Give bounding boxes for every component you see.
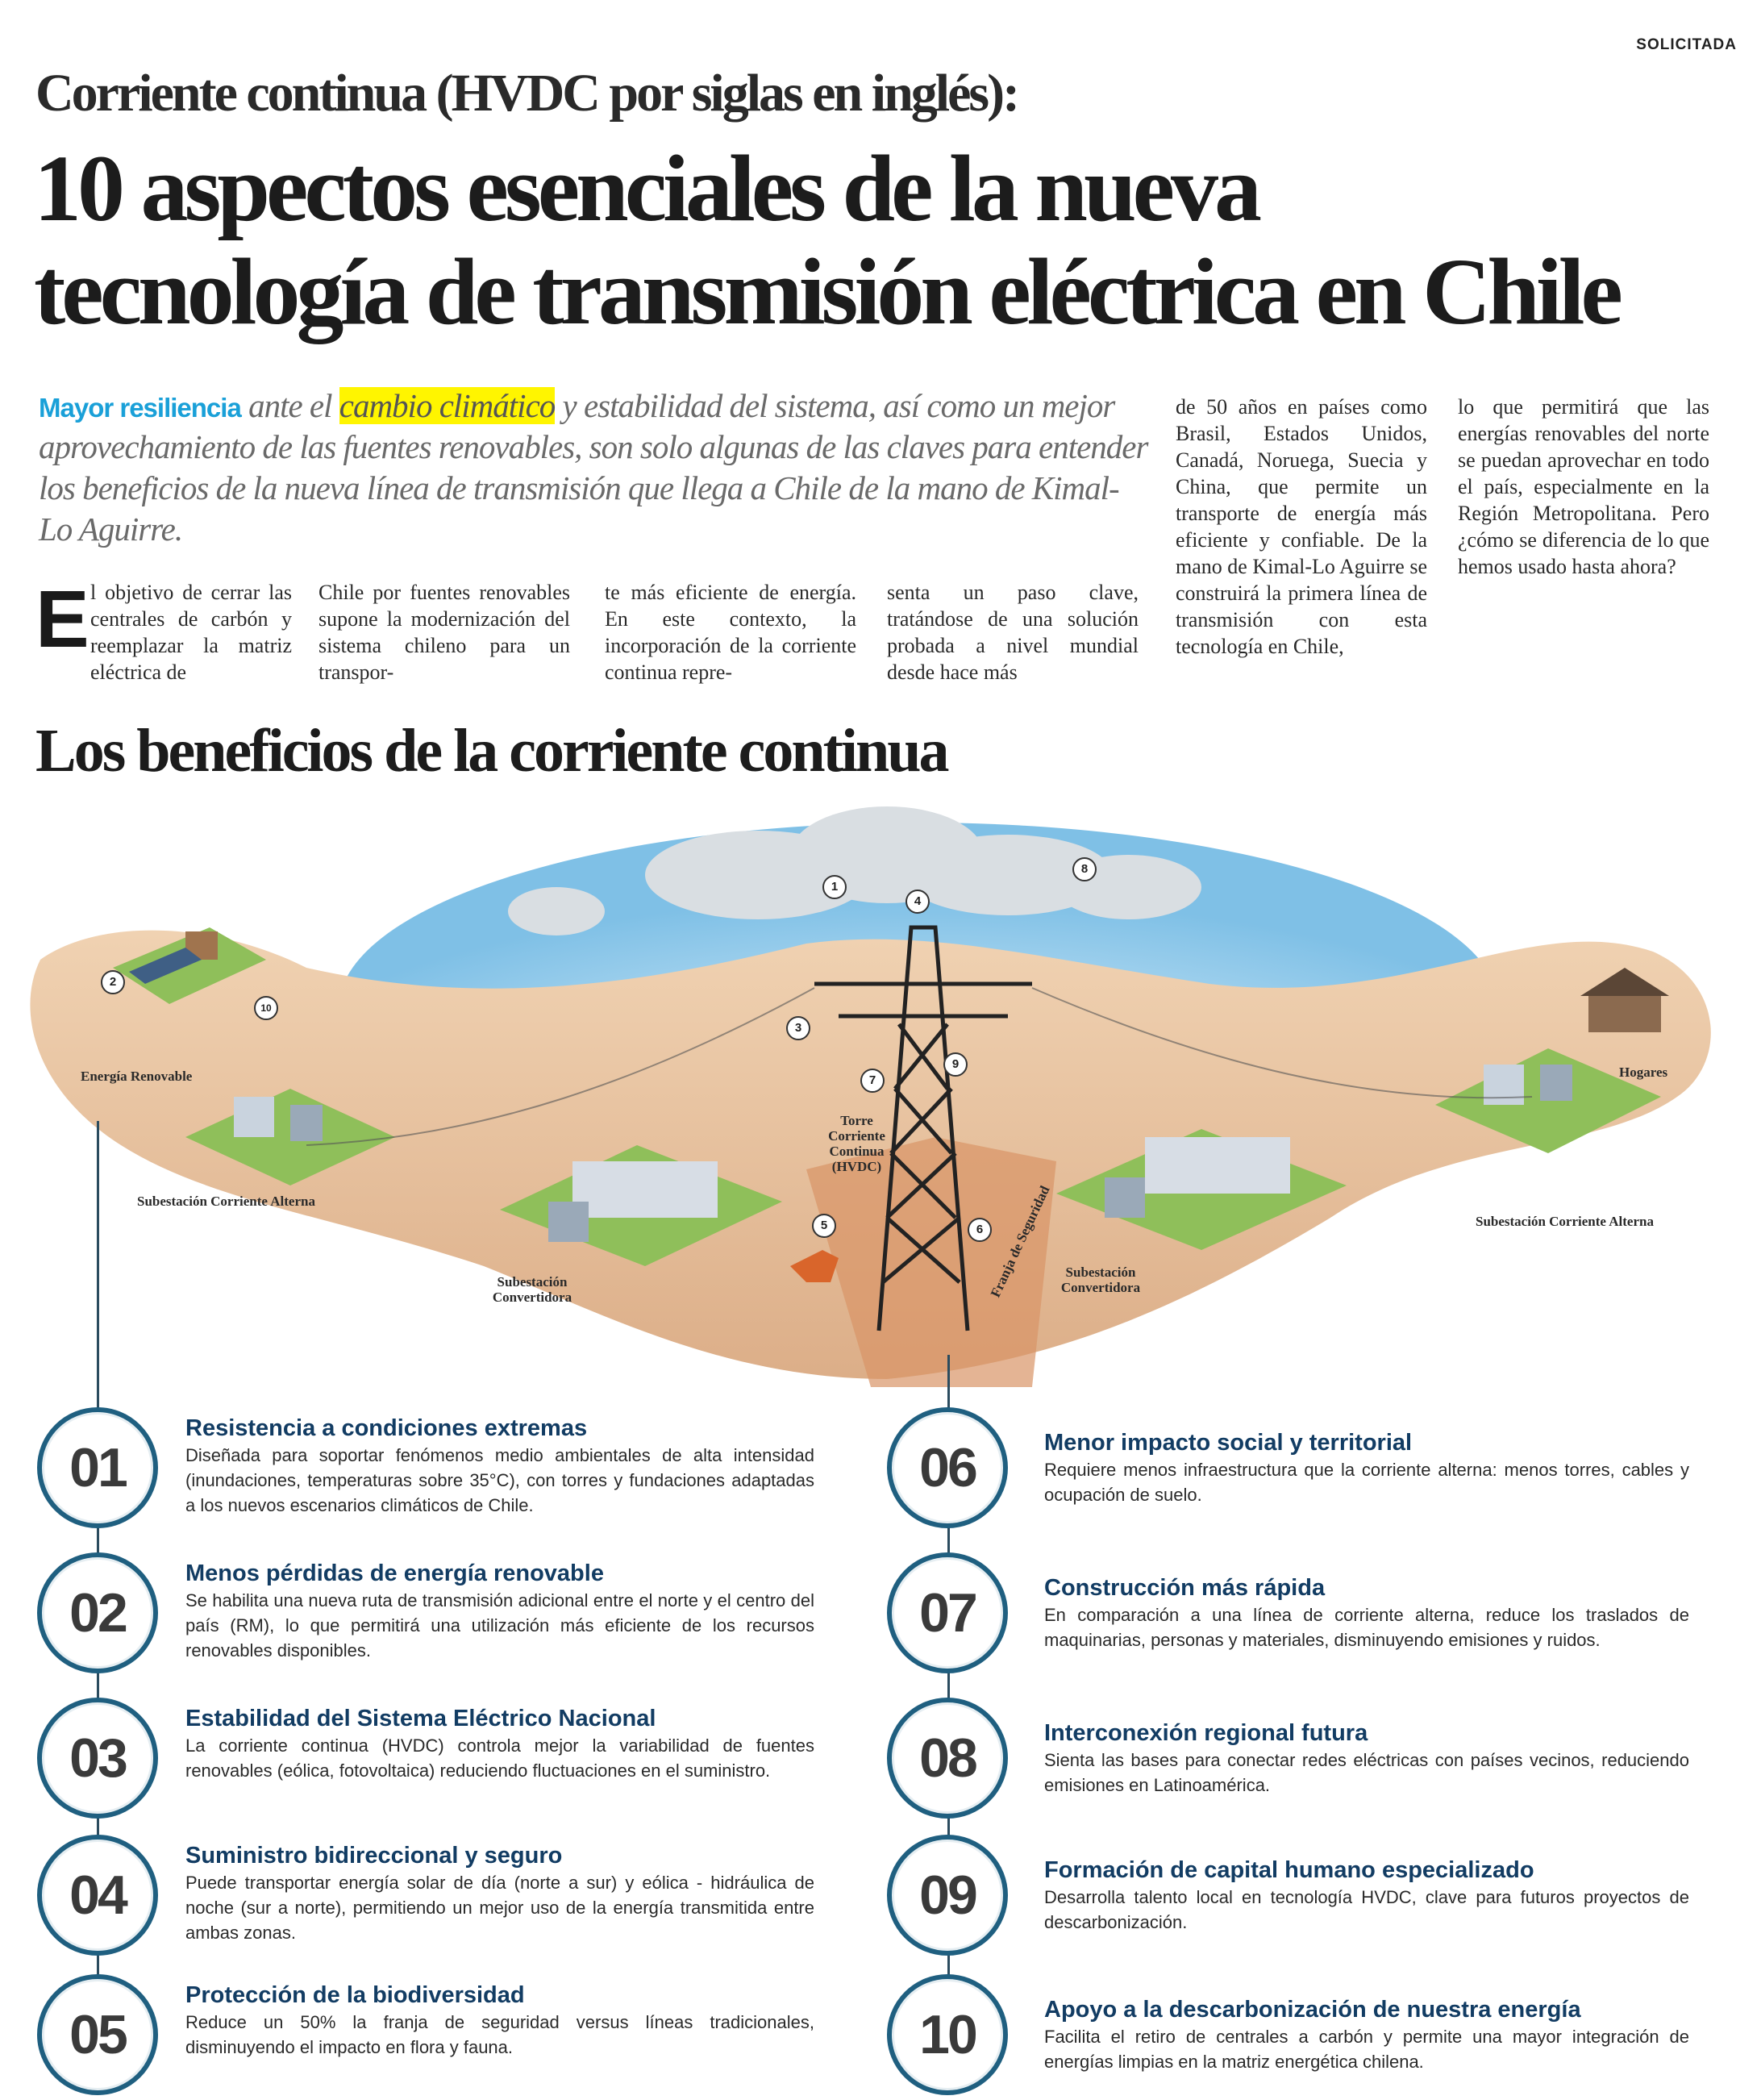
fox-icon <box>790 1250 839 1282</box>
hvdc-tower-icon <box>814 925 1032 1331</box>
benefit-title: Formación de capital humano especializad… <box>1044 1857 1534 1883</box>
marker-7: 7 <box>860 1069 885 1093</box>
body-column-3: te más eficiente de energía. En este con… <box>605 581 856 684</box>
label-subestacion-alterna-right: Subestación Corriente Alterna <box>1476 1214 1654 1229</box>
title-line-1: 10 aspectos esenciales de la nueva <box>34 135 1262 241</box>
benefit-title: Construcción más rápida <box>1044 1575 1326 1601</box>
drop-cap: E <box>35 574 90 665</box>
benefit-text: Diseñada para soportar fenómenos medio a… <box>185 1445 814 1515</box>
benefit-title: Interconexión regional futura <box>1044 1720 1368 1746</box>
substation-convertidora-right <box>1056 1129 1347 1250</box>
lede-pre: ante el <box>240 387 339 424</box>
benefit-title: Protección de la biodiversidad <box>185 1982 525 2008</box>
benefit-title: Apoyo a la descarbonización de nuestra e… <box>1044 1997 1581 2023</box>
benefit-number-badge: 09 <box>887 1835 1008 1956</box>
power-lines <box>306 987 1533 1146</box>
label-hogares: Hogares <box>1619 1065 1668 1080</box>
label-subestacion-convertidora-right: Subestación Convertidora <box>1060 1265 1141 1295</box>
section-tag: SOLICITADA <box>1636 36 1737 53</box>
body-column-4: senta un paso clave, tratándose de una s… <box>887 581 1139 684</box>
benefit-title: Estabilidad del Sistema Eléctrico Nacion… <box>185 1706 656 1731</box>
timeline-line-right <box>947 1355 950 2024</box>
substation-left <box>185 1089 395 1185</box>
benefit-number-badge: 01 <box>37 1407 158 1528</box>
benefit-text: Desarrolla talento local en tecnología H… <box>1044 1887 1689 1932</box>
marker-2: 2 <box>101 970 125 994</box>
solar-farm <box>113 927 266 1004</box>
label-subestacion-convertidora-left: Subestación Convertidora <box>492 1274 572 1305</box>
marker-6: 6 <box>968 1218 992 1242</box>
marker-10: 10 <box>254 996 278 1020</box>
title-line-2: tecnología de transmisión eléctrica en C… <box>34 239 1623 344</box>
benefit-text: Facilita el retiro de centrales a carbón… <box>1044 2027 1689 2072</box>
lede: Mayor resiliencia ante el cambio climáti… <box>39 385 1151 550</box>
benefit-text: Sienta las bases para conectar redes elé… <box>1044 1750 1689 1795</box>
kicker: Corriente continua (HVDC por siglas en i… <box>35 64 1020 123</box>
benefit-number-badge: 08 <box>887 1698 1008 1819</box>
illustration: Energía Renovable Subestación Corriente … <box>0 798 1761 1395</box>
benefit-text: Se habilita una nueva ruta de transmisió… <box>185 1590 814 1660</box>
page-title: 10 aspectos esenciales de la nueva tecno… <box>34 135 1623 344</box>
section-title: Los beneficios de la corriente continua <box>35 717 950 785</box>
label-torre-hvdc: Torre Corriente Continua (HVDC) <box>828 1113 885 1174</box>
substation-right <box>1435 1048 1661 1153</box>
benefit-title: Menor impacto social y territorial <box>1044 1430 1413 1456</box>
marker-8: 8 <box>1072 857 1097 881</box>
benefit-number-badge: 05 <box>37 1974 158 2095</box>
body-column-1: l objetivo de cerrar las centrales de ca… <box>90 581 292 684</box>
benefit-text: La corriente continua (HVDC) controla me… <box>185 1735 814 1781</box>
label-subestacion-alterna-left: Subestación Corriente Alterna <box>137 1194 315 1209</box>
benefit-number-badge: 02 <box>37 1552 158 1673</box>
benefit-title: Suministro bidireccional y seguro <box>185 1843 563 1869</box>
lede-highlight: Mayor resiliencia <box>39 393 242 423</box>
benefit-number-badge: 04 <box>37 1835 158 1956</box>
lede-post: y estabilidad del sistema, así como un m… <box>39 387 1148 548</box>
lede-marked: cambio climático <box>339 387 556 424</box>
illustration-graphic <box>30 806 1711 1387</box>
label-energia-renovable: Energía Renovable <box>81 1069 193 1084</box>
benefit-number-badge: 06 <box>887 1407 1008 1528</box>
security-strip <box>806 1137 1056 1387</box>
marker-5: 5 <box>812 1214 836 1238</box>
body-column-5: de 50 años en países como Brasil, Estado… <box>1176 395 1427 658</box>
benefit-number-badge: 03 <box>37 1698 158 1819</box>
marker-4: 4 <box>905 890 930 914</box>
benefit-number-badge: 10 <box>887 1974 1008 2095</box>
benefit-title: Resistencia a condiciones extremas <box>185 1415 588 1441</box>
marker-9: 9 <box>943 1052 968 1077</box>
house-icon <box>1580 968 1669 1032</box>
body-column-2: Chile por fuentes renovables supone la m… <box>318 581 570 684</box>
marker-3: 3 <box>786 1016 810 1040</box>
body-column-6: lo que permitirá que las energías renova… <box>1458 395 1709 578</box>
benefit-text: Requiere menos infraestructura que la co… <box>1044 1460 1689 1505</box>
benefit-text: Reduce un 50% la franja de seguridad ver… <box>185 2012 814 2057</box>
benefit-title: Menos pérdidas de energía renovable <box>185 1560 604 1586</box>
marker-1: 1 <box>822 875 847 899</box>
substation-convertidora-left <box>500 1145 782 1266</box>
benefit-number-badge: 07 <box>887 1552 1008 1673</box>
benefit-text: Puede transportar energía solar de día (… <box>185 1873 814 1943</box>
benefit-text: En comparación a una línea de corriente … <box>1044 1605 1689 1650</box>
